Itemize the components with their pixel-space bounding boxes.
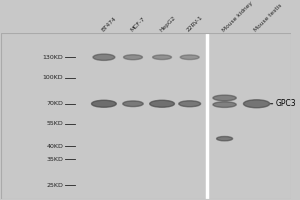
Ellipse shape	[213, 95, 236, 101]
Ellipse shape	[124, 55, 142, 60]
Ellipse shape	[123, 101, 143, 107]
Text: GPC3: GPC3	[271, 99, 296, 108]
Text: Mouse kidney: Mouse kidney	[221, 1, 254, 33]
Text: 100KD: 100KD	[43, 75, 63, 80]
Text: 35KD: 35KD	[46, 157, 63, 162]
Ellipse shape	[179, 101, 201, 107]
Text: 25KD: 25KD	[46, 183, 63, 188]
Text: 130KD: 130KD	[43, 55, 63, 60]
Ellipse shape	[244, 100, 270, 108]
Text: 55KD: 55KD	[46, 121, 63, 126]
Text: 70KD: 70KD	[46, 101, 63, 106]
Text: BT474: BT474	[100, 16, 117, 33]
Ellipse shape	[93, 54, 115, 60]
Ellipse shape	[150, 100, 174, 107]
Ellipse shape	[213, 102, 236, 107]
Ellipse shape	[180, 55, 199, 60]
Text: 40KD: 40KD	[46, 144, 63, 149]
Ellipse shape	[217, 136, 232, 141]
Text: 22RV-1: 22RV-1	[186, 15, 204, 33]
Text: HepG2: HepG2	[158, 15, 176, 33]
Ellipse shape	[153, 55, 172, 60]
Ellipse shape	[92, 100, 116, 107]
Text: MCF-7: MCF-7	[130, 17, 146, 33]
Text: Mouse testis: Mouse testis	[253, 3, 283, 33]
